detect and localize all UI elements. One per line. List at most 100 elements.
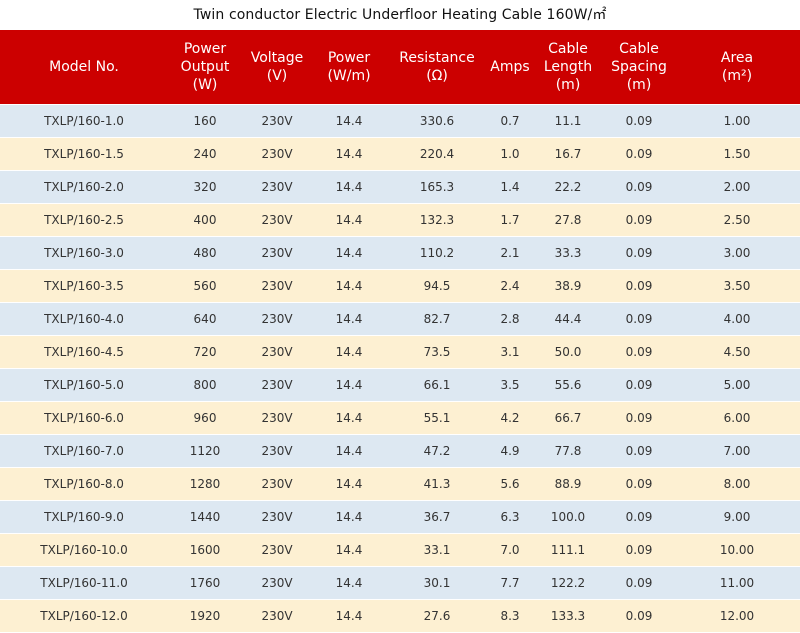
table-cell-voltage: 230V — [242, 104, 312, 138]
table-cell-resistance: 165.3 — [386, 170, 488, 204]
table-cell-voltage: 230V — [242, 401, 312, 435]
column-header-amps: Amps — [488, 30, 532, 105]
table-cell-power-per-meter: 14.4 — [312, 203, 386, 237]
table-cell-cable-length: 33.3 — [532, 236, 604, 270]
table-cell-resistance: 330.6 — [386, 104, 488, 138]
column-header-line: Power — [327, 50, 371, 66]
table-cell-area: 2.00 — [674, 170, 800, 204]
column-header-cable-spacing: Cable Spacing (m) — [604, 30, 674, 105]
column-header-line: Voltage — [250, 50, 304, 66]
table-cell-voltage: 230V — [242, 434, 312, 468]
table-cell-cable-spacing: 0.09 — [604, 269, 674, 303]
table-cell-cable-length: 100.0 — [532, 500, 604, 534]
table-cell-area: 10.00 — [674, 533, 800, 567]
table-cell-amps: 1.7 — [488, 203, 532, 237]
table-cell-resistance: 55.1 — [386, 401, 488, 435]
table-cell-cable-length: 38.9 — [532, 269, 604, 303]
table-cell-resistance: 41.3 — [386, 467, 488, 501]
table-cell-power-per-meter: 14.4 — [312, 599, 386, 633]
table-cell-cable-spacing: 0.09 — [604, 566, 674, 600]
column-header-line: (V) — [266, 68, 288, 84]
table-row: TXLP/160-10.0 1600 230V 14.4 33.1 7.0 111.1 0.0… — [0, 533, 800, 567]
column-header-voltage: Voltage (V) — [242, 30, 312, 105]
table-cell-area: 2.50 — [674, 203, 800, 237]
table-cell-cable-length: 55.6 — [532, 368, 604, 402]
table-cell-model-no: TXLP/160-4.5 — [0, 335, 168, 369]
table-cell-power-per-meter: 14.4 — [312, 467, 386, 501]
table-cell-cable-length: 44.4 — [532, 302, 604, 336]
table-cell-resistance: 33.1 — [386, 533, 488, 567]
column-header-line: Cable — [548, 41, 588, 57]
table-cell-resistance: 73.5 — [386, 335, 488, 369]
table-cell-model-no: TXLP/160-8.0 — [0, 467, 168, 501]
table-cell-power-per-meter: 14.4 — [312, 500, 386, 534]
table-row: TXLP/160-5.0 800 230V 14.4 66.1 3.5 55.6 0.09 5.… — [0, 368, 800, 402]
table-cell-cable-spacing: 0.09 — [604, 434, 674, 468]
column-header-area: Area (m²) — [674, 30, 800, 105]
table-cell-area: 1.00 — [674, 104, 800, 138]
table-cell-area: 12.00 — [674, 599, 800, 633]
table-cell-voltage: 230V — [242, 467, 312, 501]
column-header-line: Area — [720, 50, 754, 66]
table-row: TXLP/160-3.0 480 230V 14.4 110.2 2.1 33.3 0.09 3… — [0, 236, 800, 270]
table-cell-model-no: TXLP/160-5.0 — [0, 368, 168, 402]
table-cell-power-per-meter: 14.4 — [312, 566, 386, 600]
column-header-line: (m) — [626, 77, 652, 93]
table-cell-voltage: 230V — [242, 170, 312, 204]
column-header-line: Model No. — [49, 59, 119, 75]
table-cell-power-per-meter: 14.4 — [312, 533, 386, 567]
table-cell-power-output: 1120 — [168, 434, 242, 468]
table-cell-cable-length: 11.1 — [532, 104, 604, 138]
table-cell-resistance: 82.7 — [386, 302, 488, 336]
column-header-line: Spacing — [611, 59, 667, 75]
spec-table: Model No. Power Output (W) Voltage (V) Power (W… — [0, 30, 800, 633]
table-cell-model-no: TXLP/160-2.5 — [0, 203, 168, 237]
table-cell-amps: 3.5 — [488, 368, 532, 402]
table-cell-amps: 7.7 — [488, 566, 532, 600]
table-cell-cable-spacing: 0.09 — [604, 335, 674, 369]
table-cell-voltage: 230V — [242, 203, 312, 237]
table-cell-power-output: 1440 — [168, 500, 242, 534]
table-cell-resistance: 110.2 — [386, 236, 488, 270]
table-cell-resistance: 36.7 — [386, 500, 488, 534]
table-cell-amps: 6.3 — [488, 500, 532, 534]
table-cell-resistance: 30.1 — [386, 566, 488, 600]
table-cell-model-no: TXLP/160-1.0 — [0, 104, 168, 138]
table-cell-model-no: TXLP/160-7.0 — [0, 434, 168, 468]
column-header-resistance: Resistance (Ω) — [386, 30, 488, 105]
table-cell-model-no: TXLP/160-1.5 — [0, 137, 168, 171]
table-row: TXLP/160-4.0 640 230V 14.4 82.7 2.8 44.4 0.09 4.… — [0, 302, 800, 336]
table-cell-power-output: 1760 — [168, 566, 242, 600]
table-cell-amps: 1.4 — [488, 170, 532, 204]
table-cell-model-no: TXLP/160-9.0 — [0, 500, 168, 534]
table-cell-voltage: 230V — [242, 368, 312, 402]
table-cell-power-output: 400 — [168, 203, 242, 237]
table-cell-cable-spacing: 0.09 — [604, 533, 674, 567]
column-header-line: (W) — [192, 77, 218, 93]
table-cell-area: 9.00 — [674, 500, 800, 534]
table-cell-amps: 0.7 — [488, 104, 532, 138]
table-cell-area: 4.00 — [674, 302, 800, 336]
table-cell-amps: 2.1 — [488, 236, 532, 270]
table-cell-cable-spacing: 0.09 — [604, 104, 674, 138]
column-header-model-no: Model No. — [0, 30, 168, 105]
table-cell-resistance: 220.4 — [386, 137, 488, 171]
table-cell-area: 6.00 — [674, 401, 800, 435]
table-cell-amps: 5.6 — [488, 467, 532, 501]
table-cell-power-output: 960 — [168, 401, 242, 435]
table-cell-power-output: 480 — [168, 236, 242, 270]
table-cell-area: 1.50 — [674, 137, 800, 171]
table-cell-cable-spacing: 0.09 — [604, 500, 674, 534]
table-cell-area: 5.00 — [674, 368, 800, 402]
table-cell-power-output: 1280 — [168, 467, 242, 501]
table-row: TXLP/160-12.0 1920 230V 14.4 27.6 8.3 133.3 0.0… — [0, 599, 800, 633]
table-cell-power-per-meter: 14.4 — [312, 269, 386, 303]
column-header-cable-length: Cable Length (m) — [532, 30, 604, 105]
table-cell-voltage: 230V — [242, 533, 312, 567]
table-cell-area: 8.00 — [674, 467, 800, 501]
table-cell-power-output: 800 — [168, 368, 242, 402]
table-cell-area: 11.00 — [674, 566, 800, 600]
table-cell-amps: 3.1 — [488, 335, 532, 369]
column-header-power-per-meter: Power (W/m) — [312, 30, 386, 105]
table-cell-power-per-meter: 14.4 — [312, 434, 386, 468]
